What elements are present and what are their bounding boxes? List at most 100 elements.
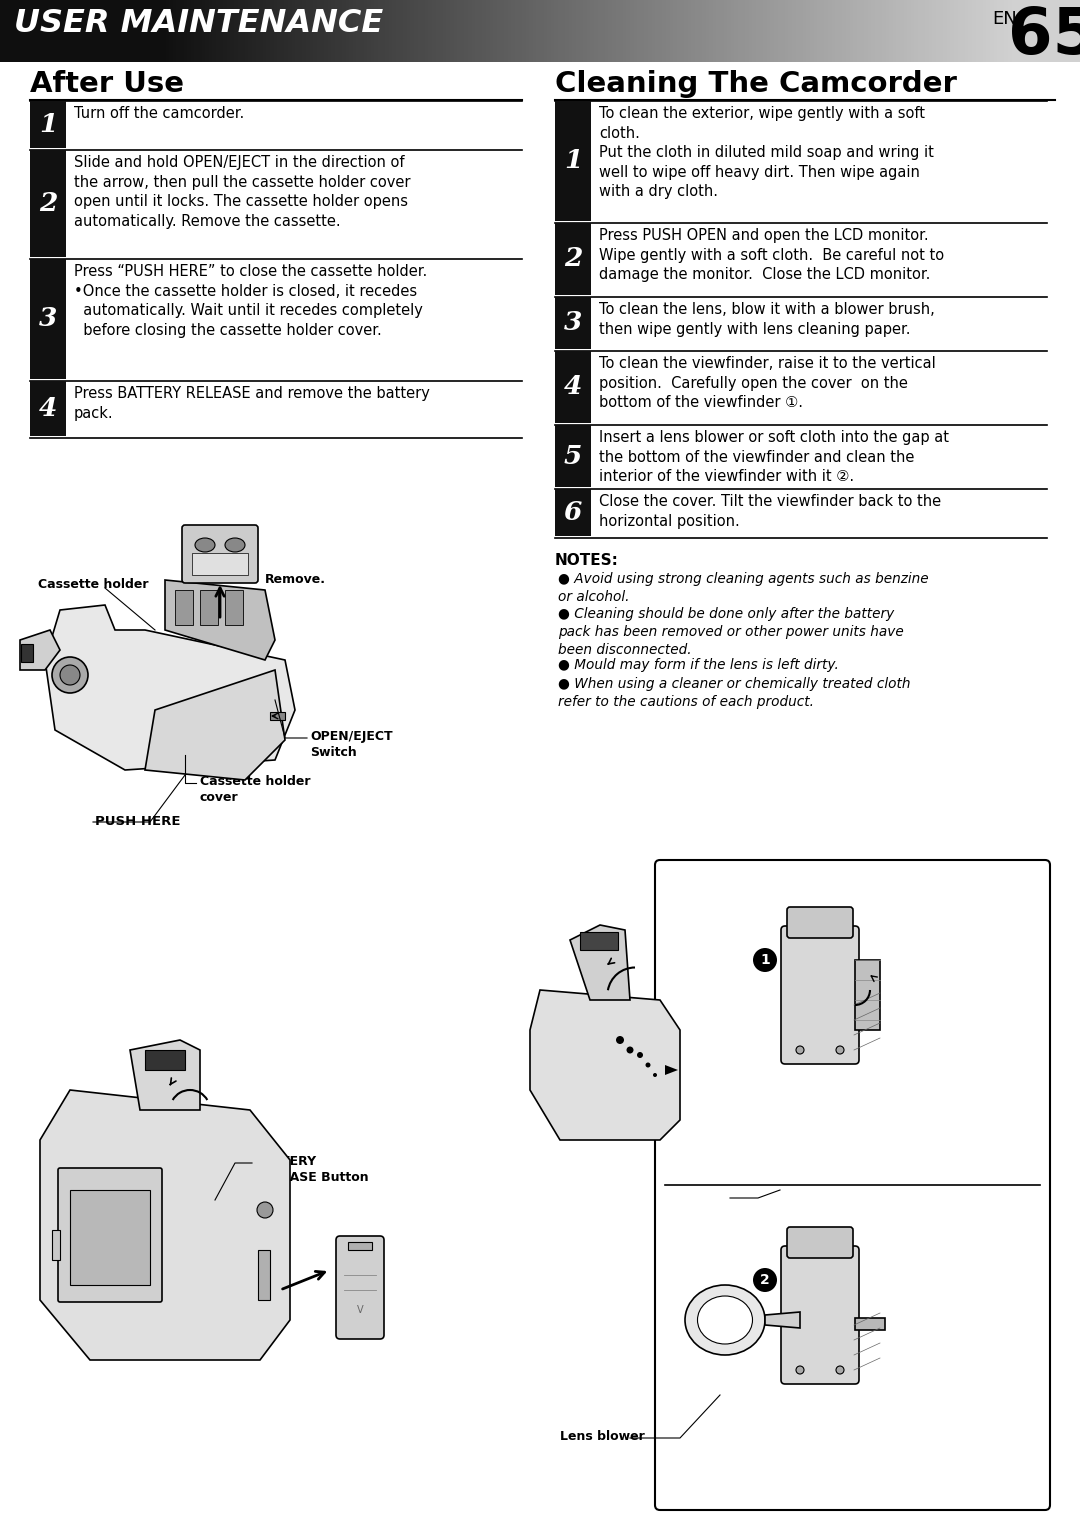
Bar	[176, 0, 181, 61]
Text: V: V	[356, 1305, 363, 1315]
Bar	[202, 0, 206, 61]
Bar	[386, 0, 390, 61]
Bar	[555, 425, 591, 487]
Bar	[864, 0, 868, 61]
Bar	[440, 0, 444, 61]
Bar	[602, 0, 606, 61]
Bar	[180, 0, 185, 61]
Bar	[30, 101, 66, 149]
Bar	[306, 0, 311, 61]
Bar	[119, 0, 123, 61]
Text: PUSH HERE: PUSH HERE	[95, 816, 180, 828]
Bar	[151, 0, 156, 61]
Bar	[724, 0, 728, 61]
Bar	[670, 0, 674, 61]
Bar	[418, 0, 422, 61]
Bar	[338, 0, 343, 61]
Bar	[731, 0, 735, 61]
Bar	[1015, 0, 1020, 61]
Bar	[986, 0, 991, 61]
Bar	[990, 0, 995, 61]
Bar	[1058, 0, 1063, 61]
Bar	[727, 0, 732, 61]
Bar	[532, 0, 538, 61]
Text: USER MAINTENANCE: USER MAINTENANCE	[14, 8, 383, 38]
Bar	[83, 0, 87, 61]
Bar	[295, 0, 300, 61]
Text: ● When using a cleaner or chemically treated cloth
refer to the cautions of each: ● When using a cleaner or chemically tre…	[558, 678, 910, 708]
Bar	[855, 960, 880, 1030]
Circle shape	[52, 658, 87, 693]
Bar	[43, 0, 48, 61]
FancyBboxPatch shape	[654, 860, 1050, 1510]
Bar	[494, 0, 498, 61]
Bar	[262, 0, 268, 61]
Bar	[22, 0, 26, 61]
Text: 1: 1	[39, 112, 57, 136]
Bar	[788, 0, 793, 61]
Bar	[684, 0, 689, 61]
Bar	[192, 553, 248, 575]
Text: To clean the lens, blow it with a blower brush,
then wipe gently with lens clean: To clean the lens, blow it with a blower…	[599, 302, 935, 337]
Bar	[130, 0, 134, 61]
Bar	[656, 0, 660, 61]
Bar	[267, 0, 271, 61]
Bar	[565, 0, 570, 61]
Bar	[810, 0, 814, 61]
Bar	[342, 0, 347, 61]
Bar	[175, 590, 193, 625]
Bar	[424, 0, 430, 61]
Bar	[367, 0, 372, 61]
Polygon shape	[45, 606, 295, 770]
Bar	[3, 0, 9, 61]
Bar	[958, 0, 962, 61]
Bar	[626, 0, 631, 61]
Bar	[616, 0, 620, 61]
Bar	[216, 0, 220, 61]
Bar	[969, 0, 973, 61]
Bar	[245, 0, 249, 61]
Ellipse shape	[685, 1285, 765, 1355]
Bar	[18, 0, 23, 61]
Bar	[813, 0, 819, 61]
Bar	[148, 0, 152, 61]
Bar	[105, 0, 109, 61]
Bar	[224, 0, 228, 61]
Bar	[904, 0, 908, 61]
Bar	[234, 0, 239, 61]
Text: ● Avoid using strong cleaning agents such as benzine
or alcohol.: ● Avoid using strong cleaning agents suc…	[558, 572, 929, 604]
Text: 3: 3	[39, 307, 57, 331]
Bar	[518, 0, 523, 61]
Bar	[926, 0, 930, 61]
Bar	[213, 0, 217, 61]
Bar	[21, 644, 33, 662]
Bar	[79, 0, 84, 61]
Bar	[464, 0, 469, 61]
Bar	[785, 0, 789, 61]
Polygon shape	[145, 670, 285, 780]
Text: Press “PUSH HERE” to close the cassette holder.
•Once the cassette holder is clo: Press “PUSH HERE” to close the cassette …	[75, 264, 428, 337]
Bar	[1008, 0, 1013, 61]
Bar	[997, 0, 1002, 61]
Bar	[421, 0, 426, 61]
Bar	[821, 0, 825, 61]
Text: 6: 6	[564, 500, 582, 524]
Bar	[961, 0, 966, 61]
Bar	[0, 0, 4, 61]
Bar	[975, 0, 981, 61]
Circle shape	[646, 1062, 650, 1067]
Text: To clean the exterior, wipe gently with a soft
cloth.
Put the cloth in diluted m: To clean the exterior, wipe gently with …	[599, 106, 934, 199]
Bar	[57, 0, 63, 61]
Bar	[882, 0, 887, 61]
Bar	[133, 0, 138, 61]
Bar	[11, 0, 15, 61]
Bar	[875, 0, 879, 61]
Ellipse shape	[195, 538, 215, 552]
Bar	[122, 0, 127, 61]
Bar	[716, 0, 721, 61]
Bar	[929, 0, 933, 61]
Bar	[543, 0, 549, 61]
FancyBboxPatch shape	[183, 524, 258, 583]
Text: 1: 1	[760, 954, 770, 967]
Bar	[1001, 0, 1005, 61]
